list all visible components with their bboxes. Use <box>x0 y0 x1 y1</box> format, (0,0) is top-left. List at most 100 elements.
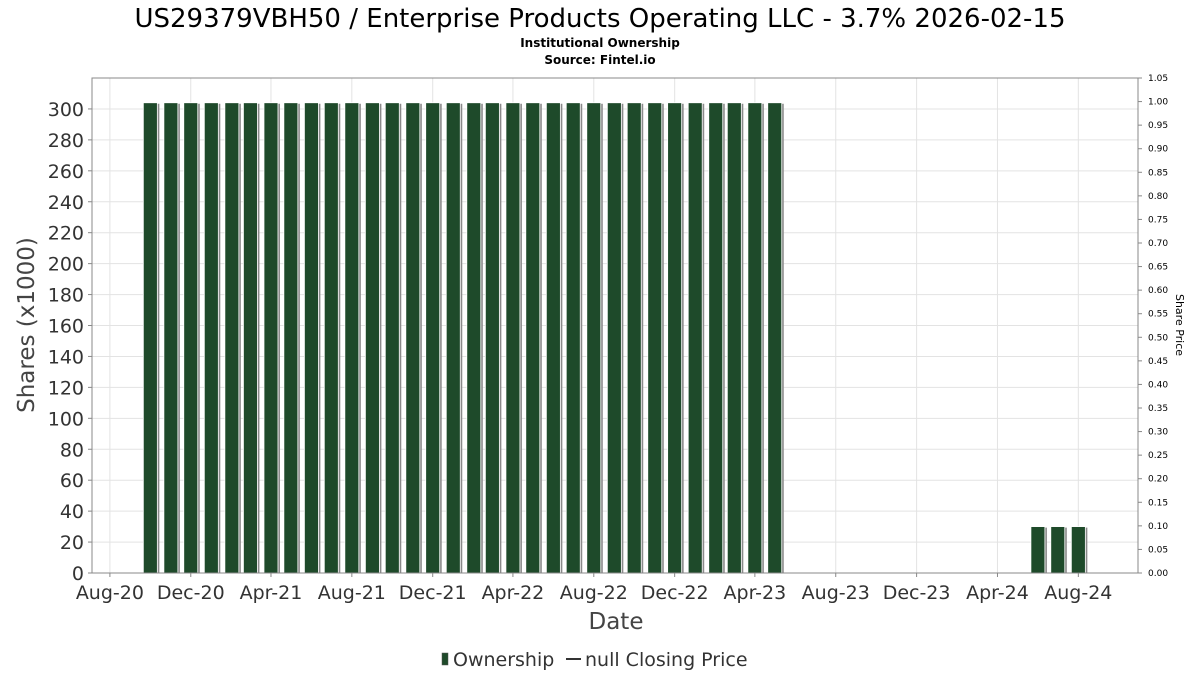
ownership-bar <box>405 102 421 574</box>
x-tick-label: Dec-22 <box>641 582 709 604</box>
ownership-bar <box>667 102 683 574</box>
ownership-bar <box>505 102 521 574</box>
ownership-bar <box>1050 526 1066 574</box>
x-tick-label: Dec-23 <box>883 582 951 604</box>
ownership-bar <box>1070 526 1086 574</box>
ownership-bar <box>425 102 441 574</box>
ownership-bar <box>525 102 541 574</box>
y-axis-ticks: 0 20 40 60 80 100 120 140 160 180 200 220 240 260 280 3… <box>48 99 92 585</box>
y-tick-label: 260 <box>48 161 84 183</box>
y2-tick-label: 0.35 <box>1148 404 1168 414</box>
ownership-bar <box>626 102 642 574</box>
y2-tick-label: 0.70 <box>1148 239 1168 249</box>
ownership-bar <box>565 102 581 574</box>
legend: Ownership null Closing Price <box>441 649 748 671</box>
ownership-bar <box>545 102 561 574</box>
y2-tick-label: 0.85 <box>1148 168 1168 178</box>
ownership-bar <box>747 102 763 574</box>
y2-tick-label: 0.30 <box>1148 428 1168 438</box>
y-tick-label: 200 <box>48 254 84 276</box>
ownership-bar <box>466 102 482 574</box>
y-tick-label: 300 <box>48 99 84 121</box>
x-tick-label: Aug-21 <box>318 582 386 604</box>
y2-tick-label: 0.45 <box>1148 357 1168 367</box>
x-tick-label: Aug-22 <box>560 582 628 604</box>
y-tick-label: 60 <box>60 470 84 492</box>
y-tick-label: 0 <box>72 563 84 585</box>
ownership-bar <box>142 102 158 574</box>
y2-tick-label: 0.55 <box>1148 310 1168 320</box>
ownership-bar <box>708 102 724 574</box>
y-tick-label: 80 <box>60 439 84 461</box>
chart-source: Source: Fintel.io <box>544 53 655 67</box>
legend-ownership-swatch <box>441 652 449 666</box>
x-tick-label: Apr-23 <box>724 582 787 604</box>
bars <box>92 102 1138 574</box>
y2-tick-label: 0.80 <box>1148 192 1168 202</box>
chart-title: US29379VBH50 / Enterprise Products Opera… <box>134 4 1065 34</box>
y2-tick-label: 1.00 <box>1148 98 1168 108</box>
y2-tick-label: 0.25 <box>1148 451 1168 461</box>
chart-subtitle: Institutional Ownership <box>520 36 680 50</box>
ownership-bar <box>767 102 783 574</box>
y2-tick-label: 0.00 <box>1148 569 1168 579</box>
y2-tick-label: 0.20 <box>1148 475 1168 485</box>
x-axis-ticks: Aug-20 Dec-20 Apr-21 Aug-21 Dec-21 Apr-22 Aug-… <box>76 573 1112 604</box>
y2-tick-label: 0.75 <box>1148 215 1168 225</box>
y2-axis-label: Share Price <box>1173 294 1186 356</box>
y-tick-label: 280 <box>48 130 84 152</box>
y-tick-label: 120 <box>48 377 84 399</box>
ownership-bar <box>283 102 299 574</box>
y2-tick-label: 0.15 <box>1148 498 1168 508</box>
ownership-bar <box>163 102 179 574</box>
ownership-bar <box>304 102 319 574</box>
y-tick-label: 20 <box>60 532 84 554</box>
y-tick-label: 160 <box>48 316 84 338</box>
y2-tick-label: 0.95 <box>1148 121 1168 131</box>
ownership-bar <box>344 102 360 574</box>
x-tick-label: Dec-21 <box>399 582 467 604</box>
y-tick-label: 100 <box>48 408 84 430</box>
ownership-bar <box>687 102 703 574</box>
x-tick-label: Aug-20 <box>76 582 144 604</box>
ownership-bar <box>323 102 339 574</box>
ownership-bar <box>1030 526 1046 574</box>
ownership-bar <box>484 102 500 574</box>
y-tick-label: 240 <box>48 192 84 214</box>
ownership-bar <box>364 102 380 574</box>
y2-tick-label: 0.65 <box>1148 263 1168 273</box>
y2-tick-label: 0.60 <box>1148 286 1168 296</box>
x-tick-label: Apr-22 <box>482 582 545 604</box>
y-tick-label: 180 <box>48 285 84 307</box>
ownership-bar <box>243 102 258 574</box>
legend-price-label: null Closing Price <box>585 649 748 671</box>
x-axis-label: Date <box>589 609 644 635</box>
y2-tick-label: 0.10 <box>1148 522 1168 532</box>
x-tick-label: Aug-23 <box>802 582 870 604</box>
y2-tick-label: 0.05 <box>1148 545 1168 555</box>
ownership-bar <box>384 102 400 574</box>
ownership-bar <box>586 102 602 574</box>
legend-ownership-label: Ownership <box>453 649 554 671</box>
y-tick-label: 40 <box>60 501 84 523</box>
ownership-bar <box>263 102 279 574</box>
y-tick-label: 220 <box>48 223 84 245</box>
ownership-bar <box>726 102 742 574</box>
y-tick-label: 140 <box>48 346 84 368</box>
x-tick-label: Apr-21 <box>240 582 303 604</box>
y2-tick-label: 0.90 <box>1148 145 1168 155</box>
ownership-bar <box>224 102 240 574</box>
ownership-bar <box>183 102 199 574</box>
x-tick-label: Aug-24 <box>1044 582 1112 604</box>
y-axis-label: Shares (x1000) <box>14 237 40 413</box>
ownership-bar <box>606 102 622 574</box>
ownership-bar <box>203 102 219 574</box>
ownership-bar <box>445 102 461 574</box>
y2-tick-label: 0.40 <box>1148 380 1168 390</box>
y2-axis-ticks: 0.00 0.05 0.10 0.15 0.20 0.25 0.30 0.35 0.40 0.45… <box>1138 74 1168 579</box>
x-tick-label: Dec-20 <box>157 582 225 604</box>
ownership-bar <box>647 102 663 574</box>
y2-tick-label: 1.05 <box>1148 74 1168 84</box>
y2-tick-label: 0.50 <box>1148 333 1168 343</box>
